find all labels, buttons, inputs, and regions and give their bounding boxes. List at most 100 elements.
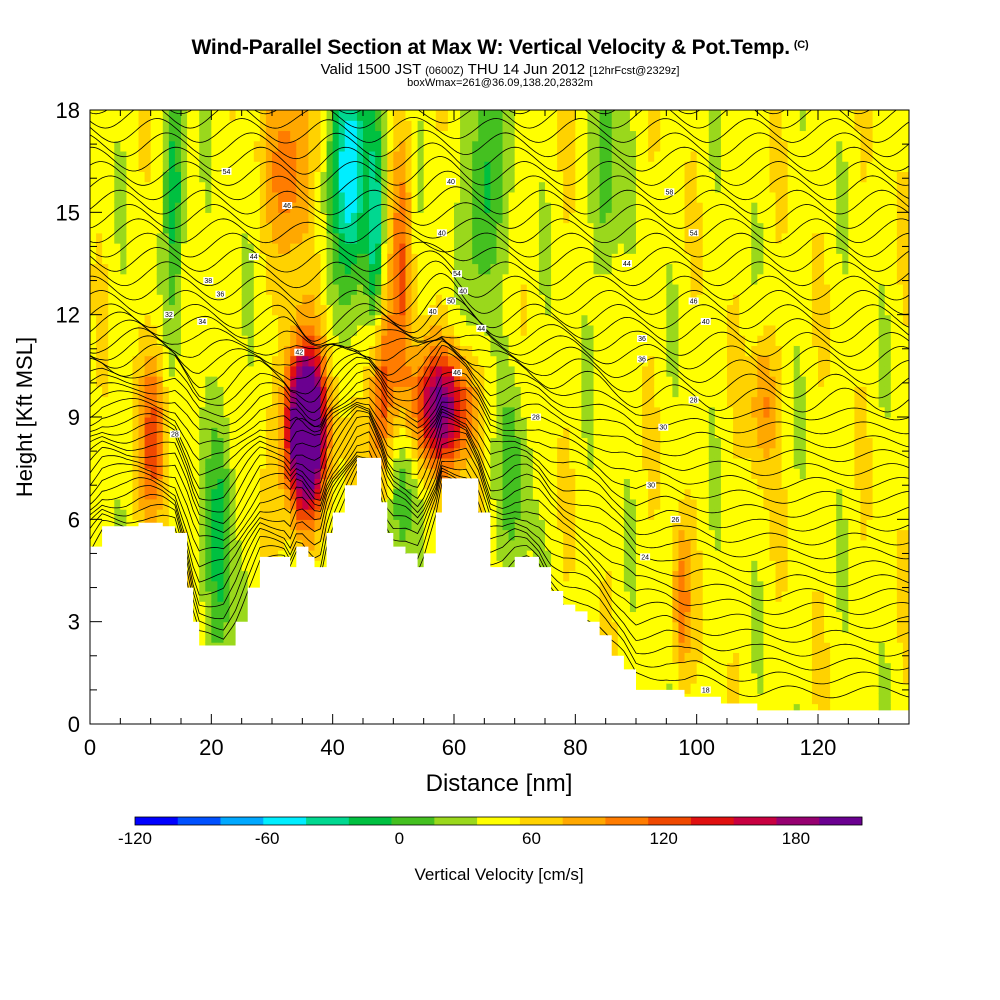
velocity-cell: [496, 355, 504, 367]
velocity-cell: [435, 273, 443, 285]
velocity-cell: [156, 140, 164, 152]
velocity-cell: [502, 314, 510, 326]
velocity-cell: [526, 447, 534, 459]
velocity-cell: [229, 550, 237, 561]
velocity-cell: [350, 335, 358, 346]
velocity-cell: [490, 212, 498, 224]
velocity-cell: [114, 161, 121, 172]
velocity-cell: [187, 140, 194, 152]
velocity-cell: [102, 191, 109, 203]
velocity-cell: [344, 150, 352, 162]
velocity-cell: [508, 386, 516, 398]
velocity-cell: [259, 376, 267, 387]
velocity-cell: [114, 488, 121, 500]
velocity-cell: [454, 355, 461, 367]
velocity-cell: [150, 140, 158, 152]
velocity-cell: [229, 212, 237, 224]
velocity-cell: [411, 457, 419, 469]
velocity-cell: [344, 335, 352, 346]
velocity-cell: [162, 161, 170, 172]
velocity-cell: [344, 181, 352, 193]
velocity-cell: [350, 447, 358, 459]
velocity-cell: [320, 294, 328, 306]
velocity-cell: [557, 283, 564, 295]
velocity-cell: [265, 314, 273, 326]
velocity-cell: [320, 324, 328, 336]
velocity-cell: [472, 345, 479, 357]
velocity-cell: [526, 120, 534, 132]
velocity-cell: [356, 253, 364, 265]
velocity-cell: [174, 294, 182, 306]
velocity-cell: [217, 212, 225, 224]
velocity-cell: [284, 457, 291, 469]
velocity-cell: [538, 161, 546, 172]
velocity-cell: [284, 468, 291, 479]
velocity-cell: [350, 273, 358, 285]
velocity-cell: [538, 376, 546, 387]
velocity-cell: [520, 345, 528, 357]
velocity-cell: [514, 406, 522, 418]
velocity-cell: [302, 457, 309, 469]
velocity-cell: [162, 437, 170, 449]
velocity-cell: [557, 509, 564, 520]
velocity-cell: [587, 437, 595, 449]
velocity-cell: [514, 222, 522, 234]
velocity-cell: [181, 283, 188, 295]
velocity-cell: [502, 304, 510, 316]
velocity-cell: [563, 294, 570, 306]
velocity-cell: [90, 478, 97, 490]
velocity-cell: [102, 427, 109, 439]
velocity-cell: [193, 365, 200, 377]
velocity-cell: [90, 304, 97, 316]
velocity-cell: [502, 417, 510, 428]
velocity-cell: [447, 140, 455, 152]
velocity-cell: [496, 324, 504, 336]
velocity-cell: [520, 355, 528, 367]
velocity-cell: [411, 345, 419, 357]
velocity-cell: [508, 427, 516, 439]
velocity-cell: [162, 130, 170, 142]
velocity-cell: [96, 406, 103, 418]
velocity-cell: [454, 202, 461, 213]
velocity-cell: [235, 222, 243, 234]
velocity-cell: [229, 478, 237, 490]
velocity-cell: [174, 191, 182, 203]
velocity-cell: [326, 355, 334, 367]
velocity-cell: [502, 130, 510, 142]
velocity-cell: [168, 335, 176, 346]
velocity-cell: [199, 263, 206, 275]
velocity-cell: [490, 550, 498, 561]
velocity-cell: [423, 304, 431, 316]
velocity-cell: [387, 222, 394, 234]
velocity-cell: [126, 253, 134, 265]
velocity-cell: [278, 130, 285, 142]
velocity-cell: [399, 478, 407, 490]
velocity-cell: [90, 171, 97, 183]
velocity-cell: [199, 396, 206, 408]
velocity-cell: [168, 150, 176, 162]
velocity-cell: [460, 222, 467, 234]
velocity-cell: [581, 478, 589, 490]
velocity-cell: [102, 498, 109, 510]
velocity-cell: [211, 611, 218, 623]
velocity-cell: [344, 273, 352, 285]
velocity-cell: [150, 243, 158, 254]
velocity-cell: [126, 437, 134, 449]
velocity-cell: [174, 457, 182, 469]
velocity-cell: [290, 110, 297, 121]
velocity-cell: [162, 283, 170, 295]
velocity-cell: [114, 478, 121, 490]
velocity-cell: [247, 181, 255, 193]
velocity-cell: [138, 509, 146, 520]
velocity-cell: [532, 232, 540, 244]
velocity-cell: [411, 191, 419, 203]
velocity-cell: [429, 396, 437, 408]
velocity-cell: [265, 150, 273, 162]
velocity-cell: [193, 509, 200, 520]
velocity-cell: [278, 447, 285, 459]
velocity-cell: [253, 560, 261, 572]
velocity-cell: [259, 273, 267, 285]
velocity-cell: [272, 376, 279, 387]
velocity-cell: [96, 222, 103, 234]
velocity-cell: [174, 396, 182, 408]
